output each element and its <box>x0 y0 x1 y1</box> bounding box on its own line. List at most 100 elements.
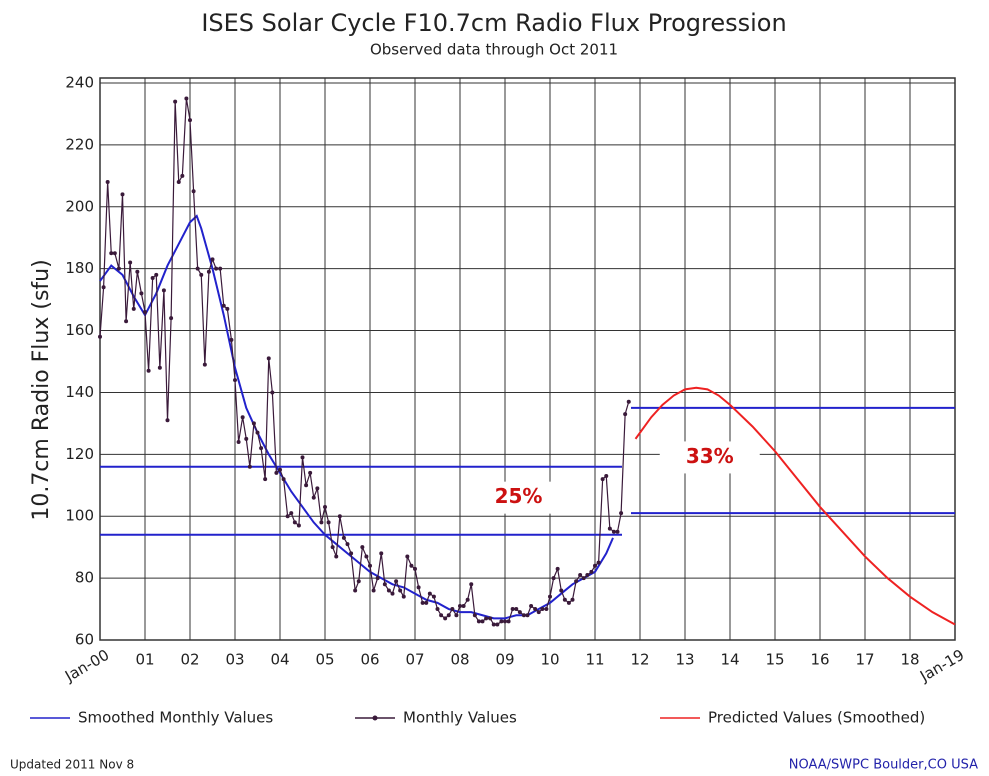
data-point <box>289 511 294 516</box>
data-point <box>517 610 522 615</box>
data-point <box>285 514 290 519</box>
data-point <box>368 563 372 568</box>
footer-left: Updated 2011 Nov 8 <box>10 758 134 772</box>
data-point <box>443 616 448 621</box>
data-point <box>124 319 129 324</box>
data-point <box>480 619 485 624</box>
data-point <box>544 607 549 612</box>
data-point <box>435 607 440 612</box>
data-point <box>218 266 223 271</box>
x-tick-label: 05 <box>315 651 334 669</box>
data-point <box>559 588 564 593</box>
data-point <box>379 551 384 556</box>
data-point <box>364 554 369 559</box>
data-point <box>398 588 403 593</box>
data-point <box>382 582 387 587</box>
data-point <box>390 591 395 596</box>
data-point <box>116 266 121 271</box>
data-point <box>247 464 252 469</box>
data-point <box>499 619 504 624</box>
data-point <box>619 511 624 516</box>
data-point <box>360 545 365 550</box>
data-point <box>157 365 162 370</box>
data-point <box>458 603 462 608</box>
data-point <box>112 251 117 256</box>
data-point <box>514 607 519 612</box>
data-point <box>337 514 342 519</box>
x-tick-label: 14 <box>720 651 739 669</box>
data-point <box>180 173 185 178</box>
data-point <box>469 582 474 587</box>
y-tick-label: 120 <box>65 445 94 463</box>
data-point <box>233 378 237 383</box>
data-point <box>409 563 414 568</box>
x-tick-label: 15 <box>765 651 784 669</box>
data-point <box>593 563 597 568</box>
annotation: 33% <box>686 444 734 468</box>
data-point <box>323 504 327 509</box>
data-point <box>611 529 616 534</box>
data-point <box>450 607 455 612</box>
data-point <box>461 603 466 608</box>
y-axis-label: 10.7cm Radio Flux (sfu) <box>29 259 54 520</box>
data-point <box>510 607 515 612</box>
data-point <box>221 303 226 308</box>
data-point <box>225 306 230 311</box>
data-point <box>488 616 493 621</box>
data-point <box>431 594 436 599</box>
data-point <box>555 566 560 571</box>
data-point <box>465 597 470 602</box>
data-point <box>596 560 601 565</box>
data-point <box>548 594 552 599</box>
data-point <box>570 597 575 602</box>
series-line <box>634 386 956 626</box>
data-point <box>274 470 279 475</box>
data-point <box>484 616 489 621</box>
x-tick-label: 08 <box>450 651 469 669</box>
data-point <box>371 588 376 593</box>
data-point <box>551 576 556 581</box>
data-point <box>341 535 346 540</box>
data-point <box>529 603 534 608</box>
x-tick-label: 17 <box>855 651 874 669</box>
data-point <box>109 251 114 256</box>
data-point <box>315 486 320 491</box>
data-point <box>326 520 331 525</box>
y-tick-label: 220 <box>65 135 94 153</box>
x-tick-label: Jan-00 <box>61 646 112 686</box>
data-point <box>491 622 496 627</box>
data-point <box>525 613 530 618</box>
x-tick-label: 01 <box>135 651 154 669</box>
data-point <box>206 269 211 274</box>
plot-frame <box>99 77 956 641</box>
data-point <box>169 316 174 321</box>
y-tick-label: 60 <box>75 631 94 649</box>
data-point <box>533 607 538 612</box>
data-point <box>98 334 102 339</box>
x-tick-label: 18 <box>900 651 919 669</box>
data-point <box>439 613 444 618</box>
data-point <box>626 399 631 404</box>
data-point <box>165 418 170 423</box>
data-point <box>420 600 425 605</box>
x-tick-label: 10 <box>540 651 559 669</box>
data-point <box>394 579 399 584</box>
data-point <box>454 613 459 618</box>
data-point <box>131 306 136 311</box>
chart-subtitle: Observed data through Oct 2011 <box>370 41 618 59</box>
chart-title: ISES Solar Cycle F10.7cm Radio Flux Prog… <box>201 9 786 37</box>
data-point <box>615 529 620 534</box>
x-tick-label: 11 <box>585 651 604 669</box>
data-point <box>266 356 271 361</box>
data-point <box>574 579 579 584</box>
data-point <box>349 551 354 556</box>
data-point <box>105 180 110 185</box>
data-point <box>259 446 264 451</box>
data-point <box>585 573 590 578</box>
data-point <box>581 576 586 581</box>
data-point <box>128 260 133 265</box>
data-point <box>540 607 545 612</box>
footer-right: NOAA/SWPC Boulder,CO USA <box>789 758 978 773</box>
x-tick-label: 04 <box>270 651 289 669</box>
